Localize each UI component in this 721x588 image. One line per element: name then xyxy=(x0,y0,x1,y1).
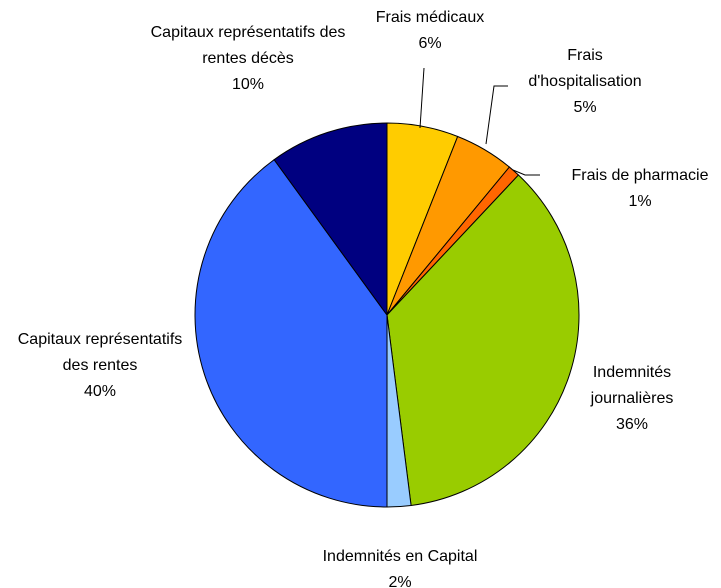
percent-label: 5% xyxy=(573,99,597,116)
percent-label: 1% xyxy=(628,193,652,210)
percent-label: 40% xyxy=(83,383,117,400)
category-name: Frais médicaux xyxy=(375,9,485,26)
leader-line xyxy=(485,85,508,145)
percent-label: 2% xyxy=(388,574,412,588)
category-name: Frais de pharmacie xyxy=(571,167,709,184)
slice-label: Indemnités en Capital 2% xyxy=(320,544,480,588)
category-name: Indemnités en Capital xyxy=(322,548,478,565)
slice-label: Capitaux représentatifs des rentes décès… xyxy=(148,20,348,98)
percent-label: 6% xyxy=(418,35,442,52)
slice xyxy=(273,122,388,317)
category-name: Capitaux représentatifs des rentes décès xyxy=(150,24,346,67)
slice-label: Frais de pharmacie 1% xyxy=(540,163,721,215)
slice-label: Frais d'hospitalisation 5% xyxy=(510,43,660,121)
category-name: Frais d'hospitalisation xyxy=(528,47,642,90)
category-name: Indemnités journalières xyxy=(590,364,674,407)
slice-label: Frais médicaux 6% xyxy=(350,5,510,57)
percent-label: 36% xyxy=(615,416,649,433)
category-name: Capitaux représentatifs des rentes xyxy=(17,331,183,374)
leader-line xyxy=(419,67,425,129)
slice-label: Capitaux représentatifs des rentes 40% xyxy=(5,327,195,405)
percent-label: 10% xyxy=(231,76,265,93)
leader-line xyxy=(512,169,540,176)
slice-label: Indemnités journalières 36% xyxy=(572,360,692,438)
slice xyxy=(386,174,580,507)
slice xyxy=(194,158,388,508)
